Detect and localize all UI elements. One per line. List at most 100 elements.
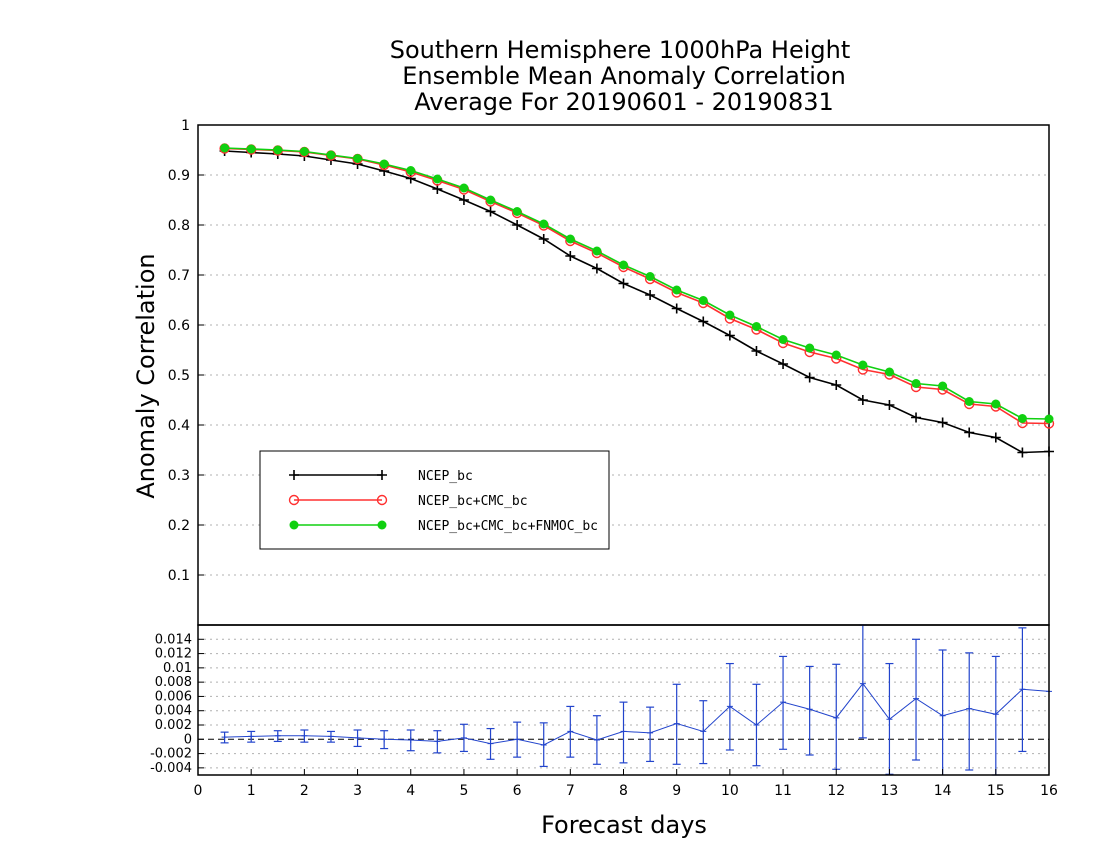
data-point bbox=[1017, 414, 1027, 423]
x-tick-label: 13 bbox=[881, 783, 899, 799]
legend: NCEP_bc NCEP_bc+CMC_bc NCEP_bc+CMC_bc+FNMO… bbox=[259, 450, 610, 550]
data-point bbox=[751, 322, 761, 331]
x-tick-label: 1 bbox=[247, 783, 256, 799]
legend-marker bbox=[289, 520, 299, 530]
series-0 bbox=[219, 146, 1054, 458]
difference-plot-area: -0.004-0.00200.0020.0040.0060.0080.010.0… bbox=[150, 624, 1052, 776]
x-tick-label: 12 bbox=[827, 783, 845, 799]
difference-point bbox=[248, 733, 255, 740]
x-axis-label: Forecast days bbox=[541, 811, 707, 839]
data-point bbox=[353, 154, 363, 163]
data-point bbox=[725, 310, 735, 320]
data-point bbox=[379, 159, 389, 169]
data-point bbox=[246, 144, 256, 154]
y-tick-label: 0.1 bbox=[168, 568, 190, 584]
y-tick-label: 0.9 bbox=[168, 168, 190, 184]
data-point bbox=[964, 427, 975, 438]
x-tick-label: 15 bbox=[987, 783, 1005, 799]
difference-point bbox=[966, 705, 973, 712]
data-point bbox=[831, 380, 842, 390]
data-point bbox=[405, 173, 416, 184]
difference-point bbox=[833, 714, 840, 721]
data-point bbox=[645, 290, 656, 300]
difference-point bbox=[274, 732, 281, 739]
data-point bbox=[406, 166, 416, 175]
data-point bbox=[698, 296, 708, 305]
data-point bbox=[990, 432, 1001, 443]
title-line-3: Average For 20190601 - 20190831 bbox=[414, 88, 834, 116]
data-point bbox=[751, 346, 762, 356]
difference-point bbox=[726, 703, 733, 710]
data-point bbox=[724, 330, 735, 341]
y-tick-label: 0.5 bbox=[168, 368, 190, 384]
x-tick-label: 5 bbox=[459, 783, 468, 799]
data-point bbox=[459, 183, 469, 193]
difference-series bbox=[220, 624, 1052, 776]
data-point bbox=[512, 220, 523, 230]
difference-point bbox=[700, 728, 707, 735]
data-point bbox=[831, 350, 841, 360]
y-axis-label: Anomaly Correlation bbox=[132, 253, 160, 498]
y-tick-label: 0.8 bbox=[168, 218, 190, 234]
difference-point bbox=[487, 740, 494, 747]
difference-point bbox=[540, 742, 547, 748]
y-tick-label: 0.2 bbox=[168, 518, 190, 534]
legend-marker bbox=[377, 470, 387, 480]
series-2 bbox=[220, 143, 1054, 424]
data-point bbox=[512, 207, 522, 216]
data-point bbox=[485, 206, 496, 217]
data-point bbox=[326, 150, 336, 160]
difference-point bbox=[620, 728, 627, 735]
series-line bbox=[224, 147, 1050, 420]
data-point bbox=[619, 260, 628, 270]
difference-point bbox=[354, 734, 361, 741]
y-tick-label: 0.3 bbox=[168, 468, 190, 484]
x-axis: 0 1 2 3 4 5 6 7 8 9 10 11 12 13 14 15 16 bbox=[194, 769, 1058, 799]
diff-y-tick-label: -0.002 bbox=[150, 747, 192, 762]
data-point bbox=[858, 360, 868, 370]
data-point bbox=[884, 400, 895, 410]
difference-point bbox=[221, 734, 228, 741]
data-point bbox=[486, 195, 496, 205]
data-point bbox=[592, 246, 602, 256]
data-point bbox=[432, 174, 442, 184]
difference-point bbox=[886, 716, 893, 723]
data-point bbox=[911, 412, 922, 423]
legend-label: NCEP_bc+CMC_bc+FNMOC_bc bbox=[418, 519, 598, 534]
data-point bbox=[857, 395, 868, 405]
data-point bbox=[591, 263, 602, 274]
difference-point bbox=[753, 722, 760, 728]
data-point bbox=[299, 147, 309, 156]
diff-y-tick-label: 0.01 bbox=[163, 661, 192, 676]
difference-point bbox=[381, 736, 388, 743]
difference-point bbox=[434, 738, 441, 745]
data-point bbox=[220, 143, 230, 153]
diff-y-tick-label: 0.006 bbox=[155, 689, 192, 704]
difference-point bbox=[593, 737, 600, 743]
data-point bbox=[778, 359, 789, 369]
data-point bbox=[911, 379, 921, 388]
difference-point bbox=[780, 699, 787, 706]
difference-point bbox=[992, 711, 999, 718]
data-point bbox=[618, 278, 629, 289]
difference-point bbox=[514, 736, 521, 743]
main-plot-area: 0.1 0.2 0.3 0.4 0.5 0.6 0.7 0.8 0.9 1 bbox=[168, 118, 1055, 626]
data-point bbox=[1017, 447, 1028, 458]
series-line bbox=[224, 150, 1050, 454]
x-tick-label: 11 bbox=[774, 783, 792, 799]
x-tick-label: 3 bbox=[353, 783, 362, 799]
data-point bbox=[805, 343, 815, 353]
y-tick-label: 0.7 bbox=[168, 268, 190, 284]
data-point bbox=[273, 145, 283, 155]
data-point bbox=[458, 195, 469, 205]
data-point bbox=[938, 381, 948, 391]
difference-point bbox=[913, 695, 920, 702]
difference-point bbox=[1019, 686, 1026, 693]
legend-label: NCEP_bc+CMC_bc bbox=[418, 494, 528, 509]
data-point bbox=[884, 367, 894, 377]
data-point bbox=[565, 234, 575, 244]
x-tick-label: 14 bbox=[934, 783, 952, 799]
data-point bbox=[804, 372, 815, 383]
y-tick-label: 0.4 bbox=[168, 418, 190, 434]
